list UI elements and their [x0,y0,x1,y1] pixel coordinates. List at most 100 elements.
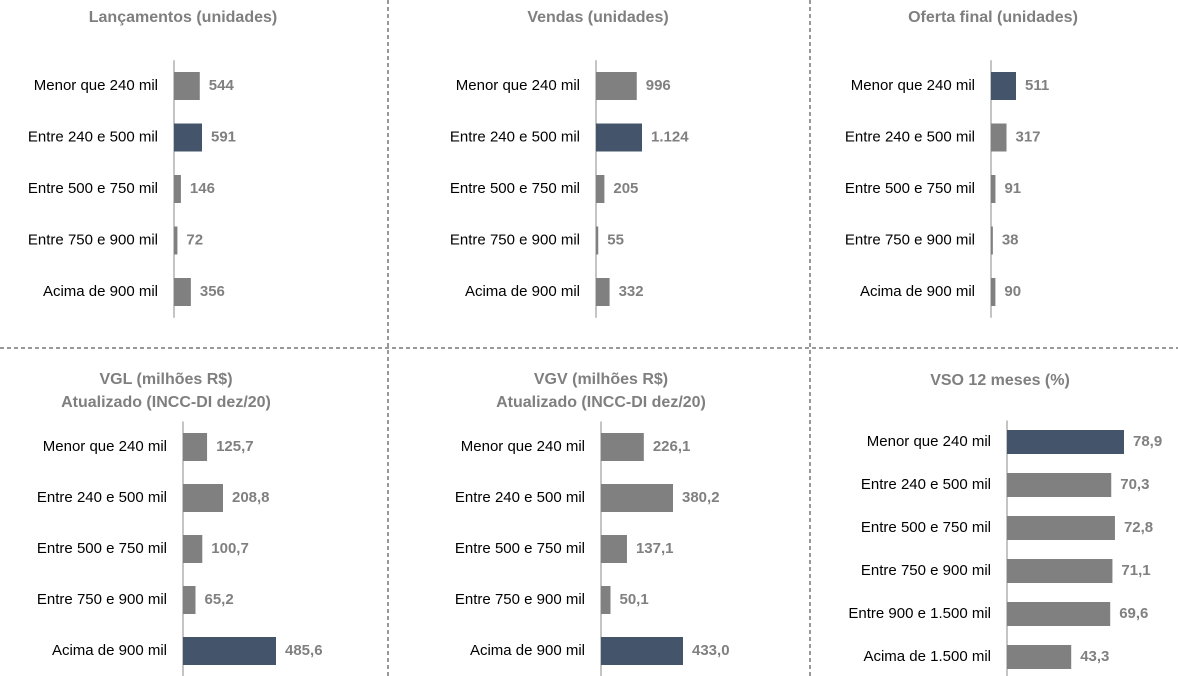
category-label: Entre 500 e 750 mil [455,540,585,557]
category-label: Acima de 900 mil [465,283,580,300]
bar [174,123,202,152]
bar [991,278,996,306]
chart-title: Oferta final (unidades) [908,9,1078,26]
value-label: 511 [1025,77,1049,94]
bar [1007,559,1113,583]
bar [596,278,610,306]
bar [174,175,181,203]
chart-subtitle: Atualizado (INCC-DI dez/20) [61,394,271,411]
value-label: 71,1 [1121,562,1150,579]
category-label: Acima de 900 mil [43,283,158,300]
value-label: 591 [211,128,236,145]
bar [183,586,196,614]
bar [183,535,203,563]
category-label: Entre 750 e 900 mil [845,231,975,248]
value-label: 146 [190,180,215,197]
bar [174,72,200,100]
category-label: Entre 750 e 900 mil [37,591,167,608]
value-label: 55 [607,231,624,248]
bar [601,637,683,665]
bar [183,484,223,512]
value-label: 433,0 [692,642,730,659]
value-label: 137,1 [636,540,674,557]
bar [596,72,637,100]
value-label: 72 [186,231,203,248]
value-label: 208,8 [232,489,270,506]
value-label: 125,7 [216,438,254,455]
category-label: Entre 500 e 750 mil [845,180,975,197]
value-label: 317 [1016,128,1041,145]
bar [596,123,642,152]
chart-title: VSO 12 meses (%) [930,372,1070,389]
category-label: Menor que 240 mil [461,438,585,455]
category-label: Entre 240 e 500 mil [845,128,975,145]
category-label: Menor que 240 mil [867,433,991,450]
value-label: 50,1 [619,591,648,608]
category-label: Entre 750 e 900 mil [450,231,580,248]
bar [1007,430,1124,454]
category-label: Entre 500 e 750 mil [37,540,167,557]
category-label: Entre 750 e 900 mil [28,231,158,248]
value-label: 226,1 [653,438,691,455]
category-label: Menor que 240 mil [34,77,158,94]
bar [1007,645,1072,669]
value-label: 356 [200,283,225,300]
value-label: 485,6 [285,642,323,659]
bar [1007,602,1111,626]
bar [601,586,611,614]
bar [183,433,208,461]
value-label: 332 [619,283,644,300]
value-label: 91 [1004,180,1021,197]
chart-title: VGL (milhões R$) [99,371,232,388]
category-label: Acima de 900 mil [470,642,585,659]
value-label: 90 [1004,283,1021,300]
value-label: 205 [613,180,638,197]
value-label: 72,8 [1124,519,1153,536]
chart-title: Vendas (unidades) [527,9,668,26]
value-label: 380,2 [682,489,720,506]
value-label: 43,3 [1080,648,1109,665]
category-label: Entre 240 e 500 mil [450,128,580,145]
bar [1007,473,1112,497]
category-label: Entre 500 e 750 mil [28,180,158,197]
value-label: 38 [1002,231,1019,248]
bar [601,484,674,512]
category-label: Menor que 240 mil [43,438,167,455]
category-label: Acima de 1.500 mil [863,648,991,665]
value-label: 78,9 [1133,433,1162,450]
category-label: Menor que 240 mil [851,77,975,94]
category-label: Entre 240 e 500 mil [861,476,991,493]
bar [596,226,599,255]
value-label: 1.124 [651,128,689,145]
category-label: Entre 900 e 1.500 mil [848,605,991,622]
bar [601,535,627,563]
bar [1007,516,1115,540]
category-label: Entre 500 e 750 mil [450,180,580,197]
category-label: Entre 500 e 750 mil [861,519,991,536]
category-label: Entre 750 e 900 mil [861,562,991,579]
chart-subtitle: Atualizado (INCC-DI dez/20) [496,394,706,411]
bar [991,72,1016,100]
category-label: Menor que 240 mil [456,77,580,94]
bar [174,226,178,255]
category-label: Acima de 900 mil [52,642,167,659]
category-label: Entre 750 e 900 mil [455,591,585,608]
chart-title: Lançamentos (unidades) [89,9,277,26]
category-label: Entre 240 e 500 mil [28,128,158,145]
bar [991,175,996,203]
category-label: Acima de 900 mil [860,283,975,300]
chart-title: VGV (milhões R$) [534,371,668,388]
value-label: 70,3 [1120,476,1149,493]
bar [991,226,993,255]
bar [601,433,644,461]
value-label: 69,6 [1119,605,1148,622]
bar [596,175,605,203]
bar [183,637,276,665]
category-label: Entre 240 e 500 mil [37,489,167,506]
value-label: 996 [646,77,671,94]
value-label: 65,2 [204,591,233,608]
category-label: Entre 240 e 500 mil [455,489,585,506]
bar [174,278,191,306]
bar [991,123,1007,152]
